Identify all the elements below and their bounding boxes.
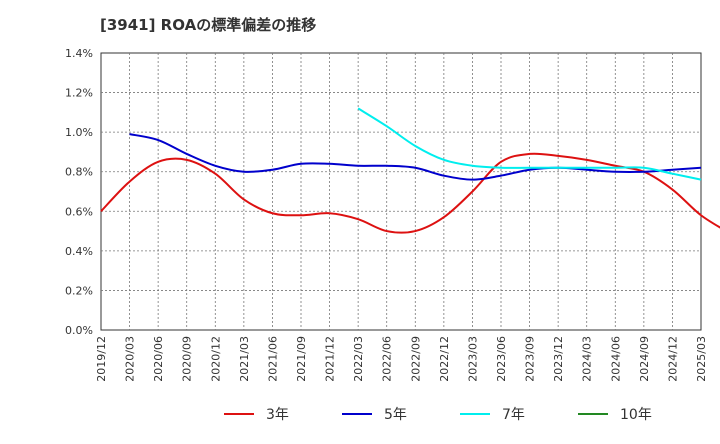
series-line-2	[357, 107, 702, 181]
legend-layer: 3年 5年 7年 10年	[224, 407, 652, 423]
x-tick-label: 2023/03	[466, 336, 479, 382]
legend-label-3: 10年	[620, 407, 652, 423]
x-tick-label: 2020/12	[209, 336, 222, 382]
x-tick-label: 2023/06	[495, 336, 508, 382]
y-tick-label: 0.8%	[65, 166, 93, 179]
x-tick-label: 2025/03	[695, 336, 708, 382]
series-layer	[100, 107, 720, 234]
x-tick-label: 2021/06	[266, 336, 279, 382]
axis-layer: 0.0% 0.2% 0.4% 0.6% 0.8% 1.0% 1.2% 1.4% 2019/12 2…	[65, 47, 708, 382]
x-tick-label: 2021/12	[324, 336, 337, 382]
grid-layer	[100, 52, 702, 331]
x-tick-label: 2021/03	[238, 336, 251, 382]
y-tick-label: 1.2%	[65, 87, 93, 100]
x-tick-label: 2020/09	[181, 336, 194, 382]
chart-title: [3941] ROAの標準偏差の推移	[100, 16, 317, 34]
y-tick-label: 1.4%	[65, 47, 93, 60]
x-tick-label: 2020/03	[124, 336, 137, 382]
x-tick-label: 2022/06	[381, 336, 394, 382]
x-tick-label: 2024/03	[581, 336, 594, 382]
x-tick-label: 2020/06	[152, 336, 165, 382]
legend-label-1: 5年	[384, 407, 407, 423]
legend-label-0: 3年	[266, 407, 289, 423]
y-tick-label: 0.4%	[65, 245, 93, 258]
x-tick-label: 2024/09	[638, 336, 651, 382]
y-tick-label: 0.6%	[65, 205, 93, 218]
series-line-1	[129, 133, 702, 181]
y-tick-label: 0.2%	[65, 284, 93, 297]
x-tick-label: 2021/09	[295, 336, 308, 382]
y-tick-label: 0.0%	[65, 324, 93, 337]
legend-label-2: 7年	[502, 407, 525, 423]
x-tick-label: 2019/12	[95, 336, 108, 382]
x-tick-label: 2022/12	[438, 336, 451, 382]
plot-area	[100, 52, 702, 331]
x-tick-label: 2024/06	[609, 336, 622, 382]
y-tick-label: 1.0%	[65, 126, 93, 139]
x-tick-label: 2024/12	[666, 336, 679, 382]
x-tick-label: 2022/09	[409, 336, 422, 382]
x-tick-label: 2022/03	[352, 336, 365, 382]
x-tick-label: 2023/09	[524, 336, 537, 382]
x-tick-label: 2023/12	[552, 336, 565, 382]
